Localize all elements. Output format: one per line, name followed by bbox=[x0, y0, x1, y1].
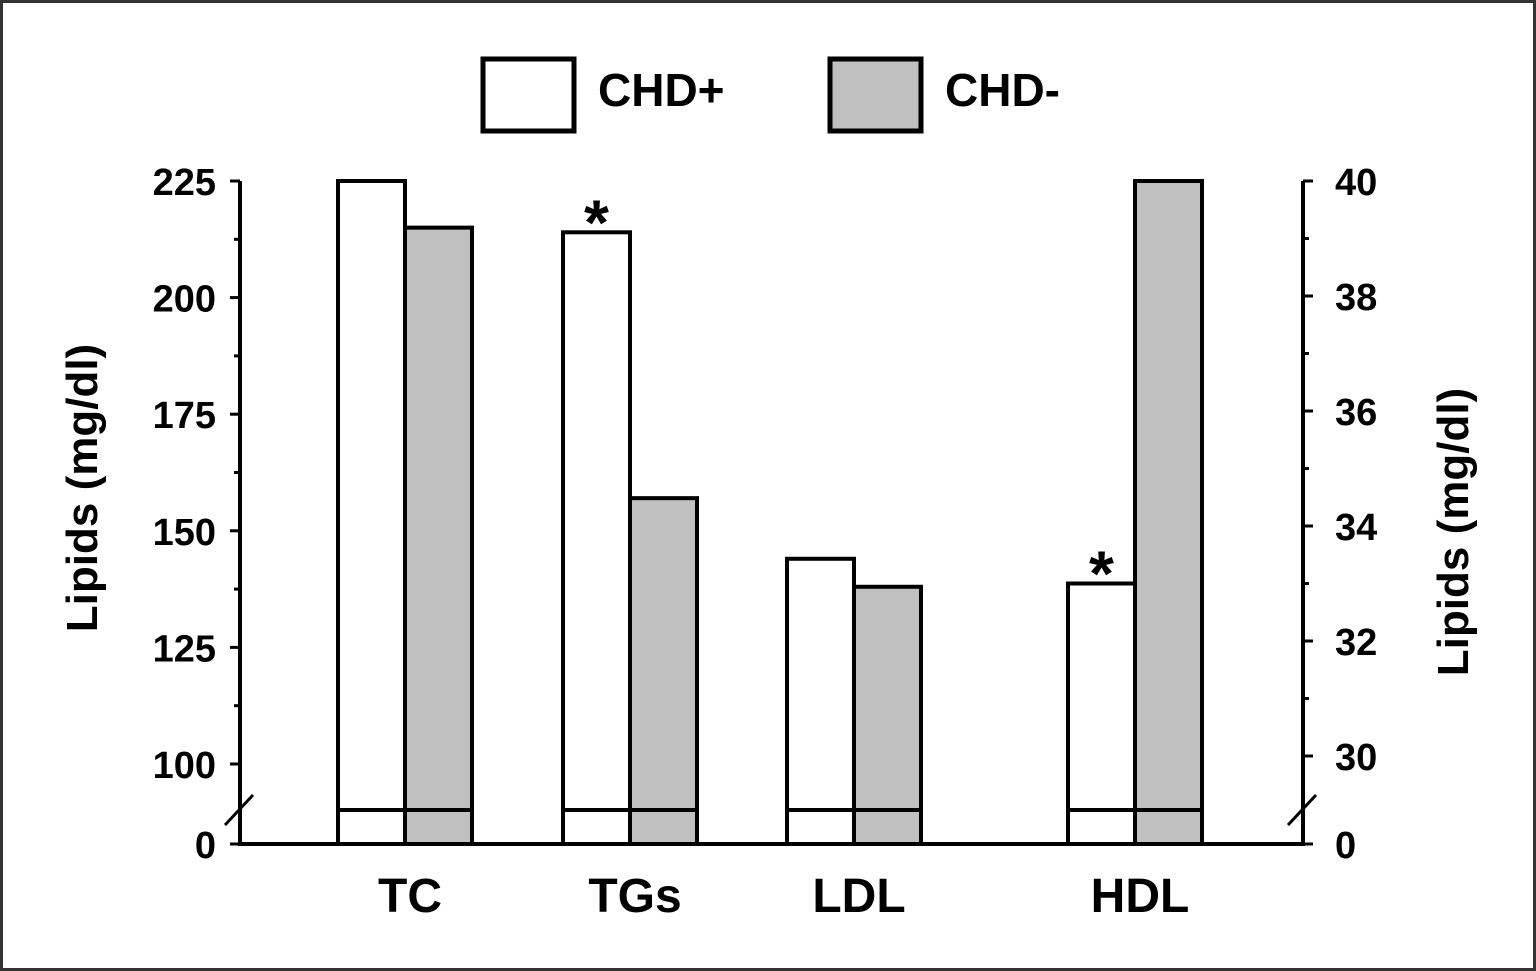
legend: CHD+ CHD- bbox=[480, 56, 1060, 134]
right-tick-label: 32 bbox=[1335, 622, 1377, 664]
left-tick-label-break: 0 bbox=[195, 825, 216, 867]
labels: TC TGs LDL HDL * * bbox=[378, 186, 1189, 923]
bar-tc-chd-minus bbox=[403, 225, 474, 846]
category-label-hdl: HDL bbox=[1091, 870, 1190, 923]
bar-tgs-chd-minus bbox=[628, 496, 699, 846]
bar-hdl-chd-plus bbox=[1066, 581, 1137, 846]
right-tick-label: 40 bbox=[1335, 162, 1377, 204]
legend-swatch-chd-plus bbox=[480, 56, 577, 134]
bar-tgs-chd-plus bbox=[561, 230, 632, 846]
legend-swatch-chd-minus bbox=[827, 56, 924, 134]
right-tick-label: 38 bbox=[1335, 277, 1377, 319]
bars bbox=[336, 179, 1204, 846]
left-tick-label: 125 bbox=[153, 628, 216, 670]
left-tick-label: 150 bbox=[153, 512, 216, 554]
right-axis-break-mark bbox=[1286, 793, 1318, 827]
left-axis-title: Lipids (mg/dl) bbox=[58, 344, 107, 632]
left-axis-break-mark bbox=[223, 793, 255, 827]
bar-tc-chd-plus bbox=[336, 179, 407, 846]
right-tick-label-break: 0 bbox=[1335, 825, 1356, 867]
left-tick-label: 100 bbox=[153, 745, 216, 787]
left-tick-label: 225 bbox=[153, 162, 216, 204]
right-tick-label: 34 bbox=[1335, 507, 1377, 549]
category-label-tgs: TGs bbox=[588, 870, 681, 923]
bar-ldl-chd-plus bbox=[785, 556, 856, 846]
legend-label-chd-plus: CHD+ bbox=[598, 64, 725, 116]
legend-label-chd-minus: CHD- bbox=[945, 64, 1060, 116]
bar-ldl-chd-minus bbox=[852, 584, 923, 846]
significance-asterisk: * bbox=[1089, 538, 1114, 610]
bar-hdl-chd-minus bbox=[1133, 179, 1204, 846]
category-label-ldl: LDL bbox=[812, 870, 905, 923]
right-axis-title: Lipids (mg/dl) bbox=[1429, 388, 1478, 676]
significance-asterisk: * bbox=[584, 186, 609, 258]
category-label-tc: TC bbox=[378, 870, 442, 923]
left-tick-label: 200 bbox=[153, 279, 216, 321]
right-tick-label: 36 bbox=[1335, 392, 1377, 434]
right-tick-label: 30 bbox=[1335, 737, 1377, 779]
left-tick-label: 175 bbox=[153, 395, 216, 437]
